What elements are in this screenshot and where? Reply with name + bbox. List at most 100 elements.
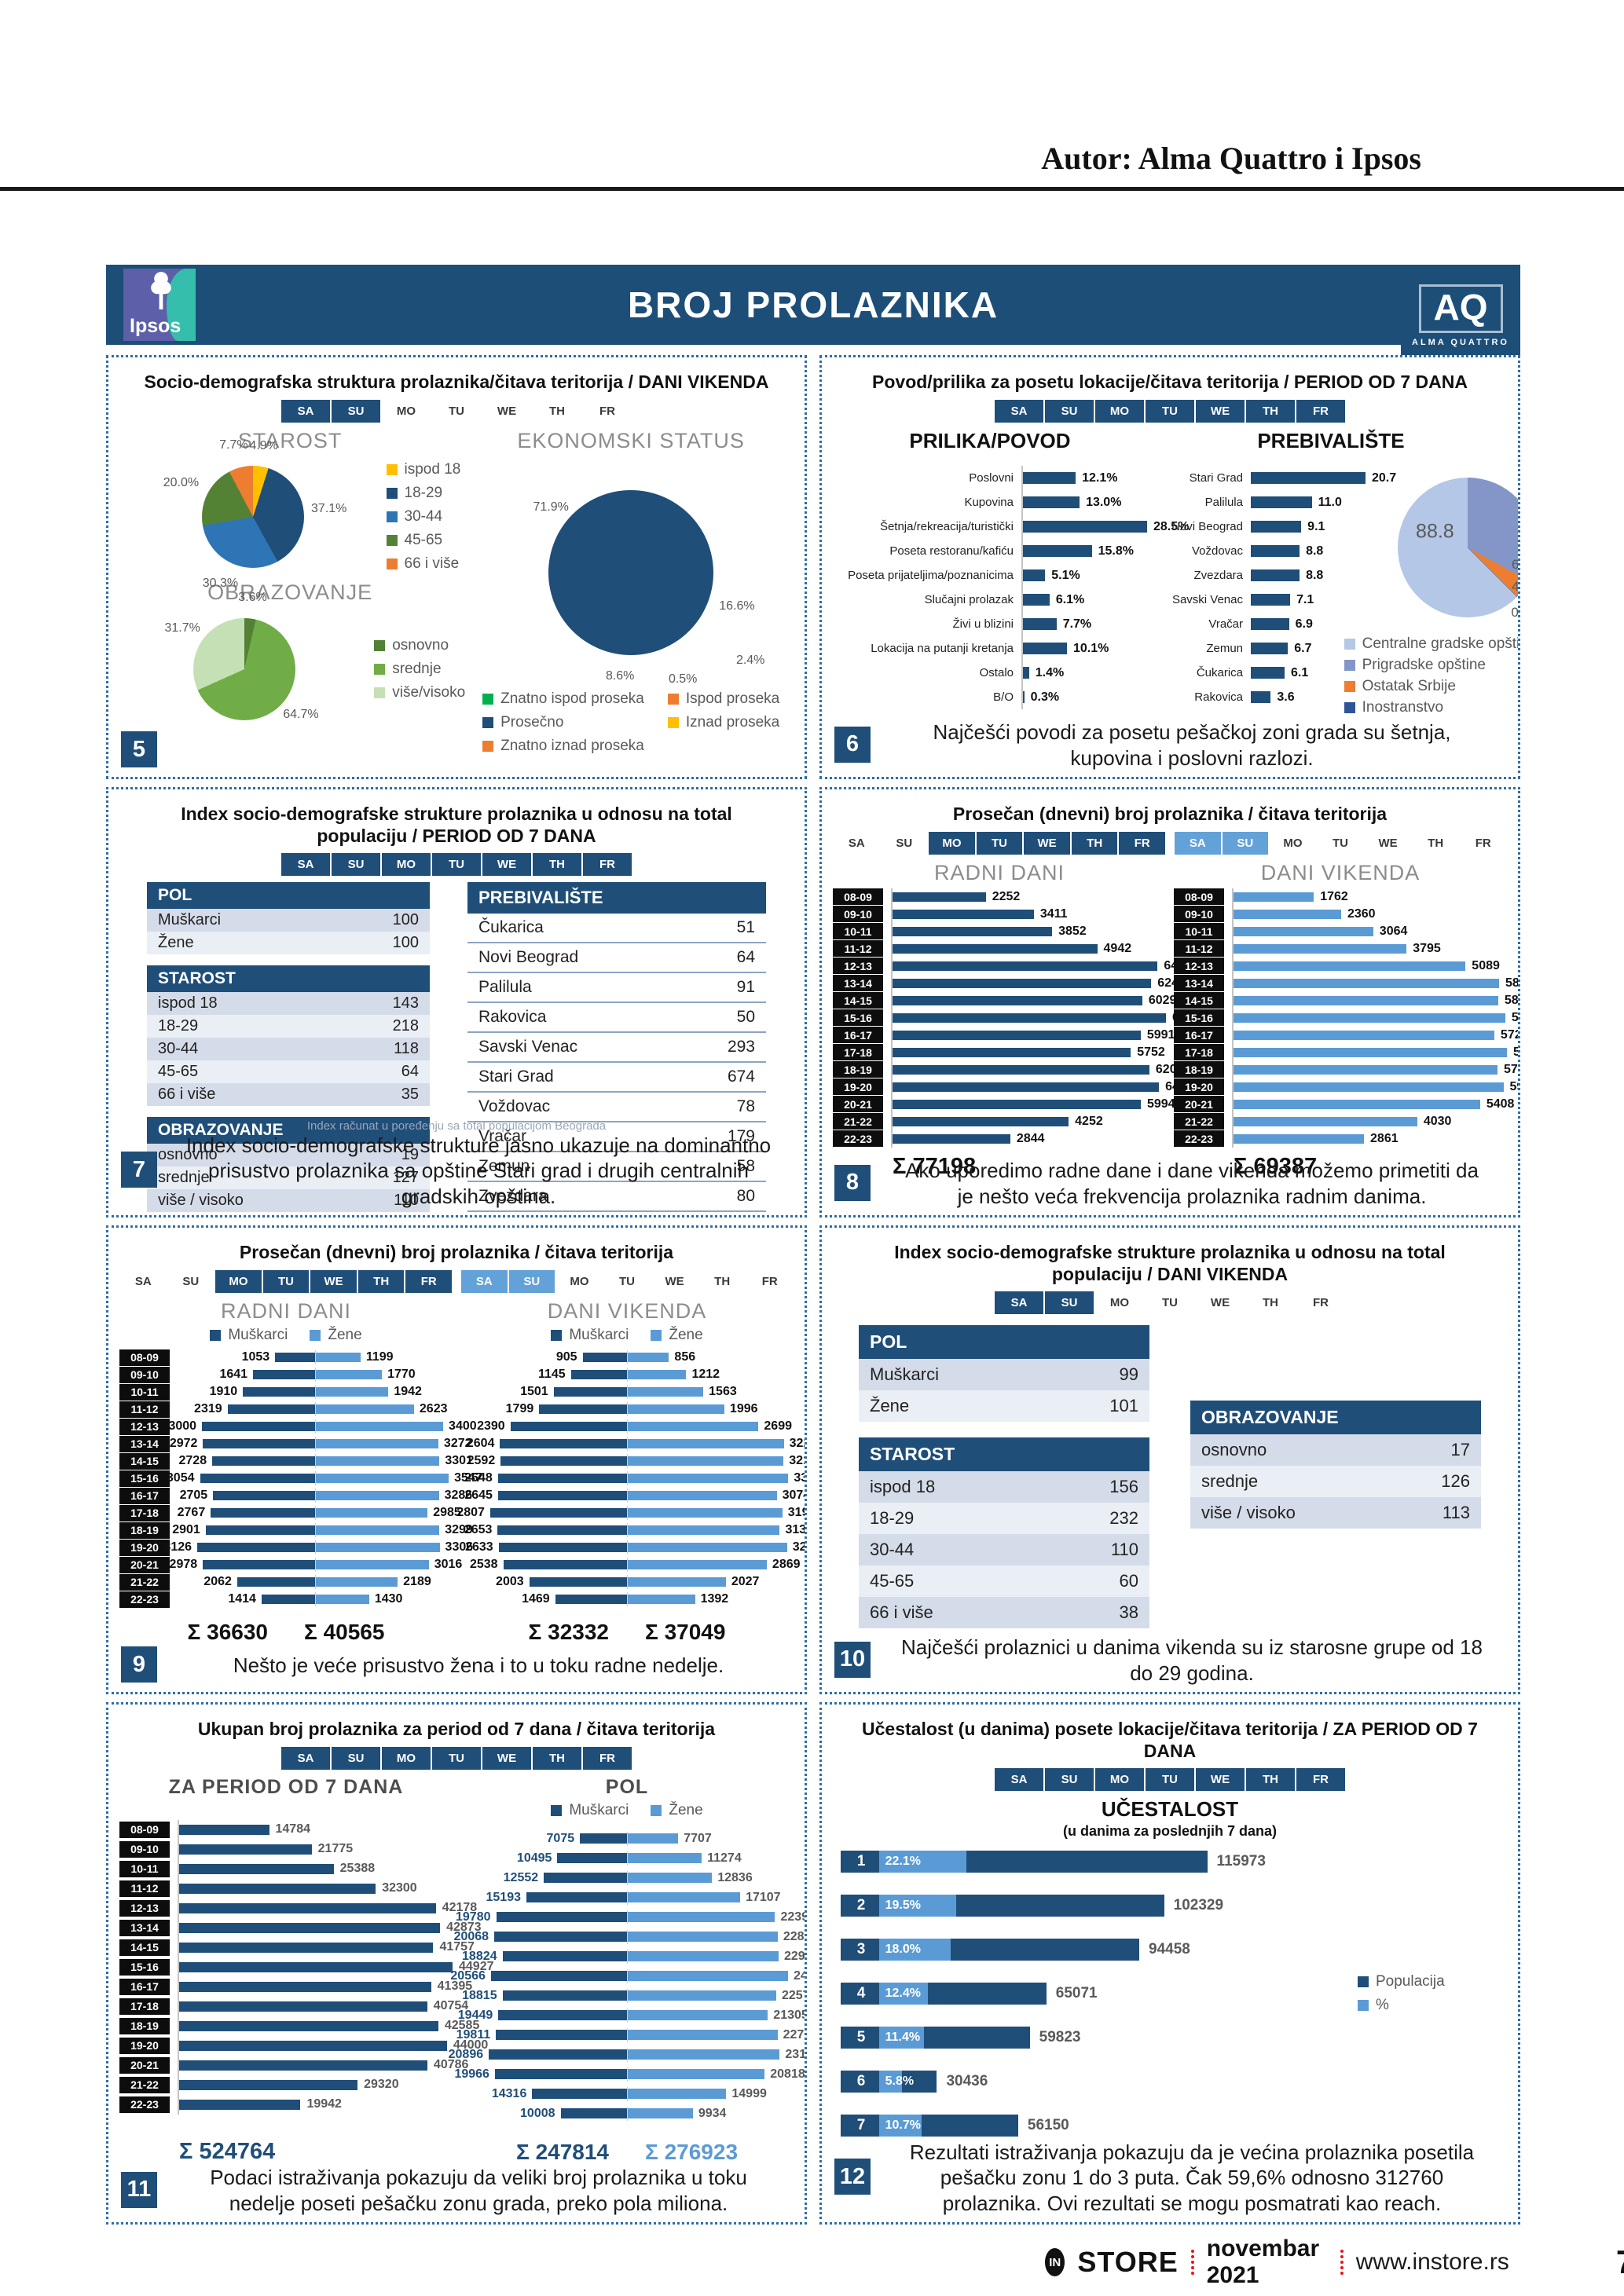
day-tab-tu[interactable]: TU: [1146, 1768, 1194, 1792]
day-tab-fr[interactable]: FR: [583, 853, 632, 877]
bar-fill: [179, 1942, 434, 1953]
female-side: 1212: [626, 1368, 794, 1382]
day-tab-fr[interactable]: FR: [583, 1746, 632, 1770]
male-value: 1145: [537, 1368, 566, 1382]
day-tab-su[interactable]: SU: [508, 1269, 555, 1293]
day-tab-we[interactable]: WE: [1210, 1296, 1230, 1310]
day-tab-sa[interactable]: SA: [995, 1768, 1043, 1792]
day-tab-mo[interactable]: MO: [1283, 836, 1303, 850]
row-label: ispod 18: [147, 992, 325, 1016]
female-bar: [315, 1439, 438, 1449]
day-tab-we[interactable]: WE: [482, 853, 531, 877]
data-table: STAROST ispod 18 156 18-29 232 30-44 110 45-65 6…: [859, 1437, 1149, 1629]
day-tab-we[interactable]: WE: [482, 1746, 531, 1770]
day-tab-su[interactable]: SU: [332, 399, 380, 423]
day-tab-th[interactable]: TH: [549, 404, 565, 418]
page-footer: IN STORE novembar 2021 www.instore.rs 73: [1045, 2236, 1624, 2289]
day-tab-sa[interactable]: SA: [995, 1291, 1043, 1315]
day-tab-su[interactable]: SU: [182, 1274, 200, 1288]
data-table: PREBIVALIŠTE Čukarica 51 Novi Beograd 64 Pali…: [467, 882, 766, 1213]
day-tab-su[interactable]: SU: [332, 1746, 380, 1770]
day-tab-tu[interactable]: TU: [976, 831, 1023, 855]
day-tab-fr[interactable]: FR: [1296, 1768, 1345, 1792]
male-bar: [498, 1543, 627, 1553]
male-bar: [570, 1370, 627, 1380]
day-tab-mo[interactable]: MO: [929, 831, 975, 855]
day-tab-th[interactable]: TH: [357, 1269, 405, 1293]
pyramid-row: 2807 3190: [456, 1504, 805, 1522]
bar-fill: [893, 943, 1098, 954]
bar-row: Zemun 6.7: [1155, 636, 1366, 661]
day-tab-sa[interactable]: SA: [281, 399, 330, 423]
day-tab-we[interactable]: WE: [310, 1269, 357, 1293]
day-tab-we[interactable]: WE: [1196, 1768, 1245, 1792]
day-tab-fr[interactable]: FR: [1119, 831, 1166, 855]
day-tab-fr[interactable]: FR: [1296, 399, 1345, 423]
day-tab-tu[interactable]: TU: [619, 1274, 635, 1288]
day-tab-mo[interactable]: MO: [382, 853, 431, 877]
legend-item: Žene: [310, 1327, 362, 1344]
day-tab-tu[interactable]: TU: [262, 1269, 310, 1293]
day-tab-th[interactable]: TH: [533, 1746, 581, 1770]
day-tab-mo[interactable]: MO: [396, 404, 416, 418]
day-tab-th[interactable]: TH: [1246, 1768, 1295, 1792]
day-tab-mo[interactable]: MO: [1109, 1296, 1130, 1310]
day-tab-mo[interactable]: MO: [1095, 399, 1144, 423]
day-tab-fr[interactable]: FR: [1313, 1296, 1329, 1310]
day-count-label: 2: [856, 1897, 866, 1914]
day-tab-th[interactable]: TH: [1428, 836, 1444, 850]
row-value: 51: [680, 914, 766, 944]
day-tab-fr[interactable]: FR: [599, 404, 615, 418]
day-tab-th[interactable]: TH: [533, 853, 581, 877]
day-tab-mo[interactable]: MO: [1095, 1768, 1144, 1792]
day-tab-mo[interactable]: MO: [215, 1269, 262, 1293]
day-tab-tu[interactable]: TU: [449, 404, 464, 418]
day-tab-fr[interactable]: FR: [761, 1274, 778, 1288]
day-tab-sa[interactable]: SA: [281, 1746, 330, 1770]
day-tab-tu[interactable]: TU: [1333, 836, 1348, 850]
day-tab-we[interactable]: WE: [497, 404, 517, 418]
day-tab-sa[interactable]: SA: [134, 1274, 152, 1288]
day-tab-su[interactable]: SU: [1045, 399, 1094, 423]
day-count-label: 1: [856, 1853, 866, 1870]
bar-fill: [893, 1133, 1010, 1144]
day-tab-su[interactable]: SU: [896, 836, 913, 850]
female-value: 24361: [793, 1968, 807, 1983]
day-tab-mo[interactable]: MO: [570, 1274, 589, 1288]
day-tab-su[interactable]: SU: [332, 853, 380, 877]
day-tab-su[interactable]: SU: [1222, 831, 1269, 855]
male-bar: [211, 1508, 315, 1518]
day-tab-sa[interactable]: SA: [460, 1269, 508, 1293]
day-tab-we[interactable]: WE: [1024, 831, 1070, 855]
day-tab-tu[interactable]: TU: [1146, 399, 1194, 423]
day-tab-sa[interactable]: SA: [995, 399, 1043, 423]
bar-track: 7.7%: [1021, 612, 1147, 637]
day-tab-sa[interactable]: SA: [1174, 831, 1221, 855]
day-tab-th[interactable]: TH: [1246, 399, 1295, 423]
day-tab-tu[interactable]: TU: [1162, 1296, 1178, 1310]
pol-sum-z: Σ 276923: [645, 2140, 739, 2164]
day-tab-tu[interactable]: TU: [432, 853, 481, 877]
population-value: 115973: [1216, 1853, 1266, 1870]
male-side: 1910: [178, 1385, 315, 1399]
day-tab-fr[interactable]: FR: [1475, 836, 1491, 850]
day-tab-su[interactable]: SU: [1045, 1291, 1094, 1315]
day-tab-we[interactable]: WE: [1196, 399, 1245, 423]
day-tab-we[interactable]: WE: [1378, 836, 1398, 850]
day-tab-fr[interactable]: FR: [405, 1269, 453, 1293]
day-tab-we[interactable]: WE: [665, 1274, 684, 1288]
male-side: 2653: [460, 1523, 627, 1537]
day-tab-su[interactable]: SU: [1045, 1768, 1094, 1792]
day-tab-tu[interactable]: TU: [432, 1746, 481, 1770]
day-tab-th[interactable]: TH: [1263, 1296, 1278, 1310]
day-tab-sa[interactable]: SA: [848, 836, 865, 850]
bar-fill: [179, 1844, 312, 1855]
day-tab-sa[interactable]: SA: [281, 853, 330, 877]
day-tab-mo[interactable]: MO: [382, 1746, 431, 1770]
female-bar: [315, 1474, 449, 1484]
day-tab-th[interactable]: TH: [714, 1274, 731, 1288]
day-tab-th[interactable]: TH: [1071, 831, 1118, 855]
bar-value: 6.1%: [1055, 592, 1085, 606]
panel-10-title: Index socio-demografske strukture prolaz…: [894, 1242, 1446, 1284]
male-bar: [510, 1422, 627, 1432]
